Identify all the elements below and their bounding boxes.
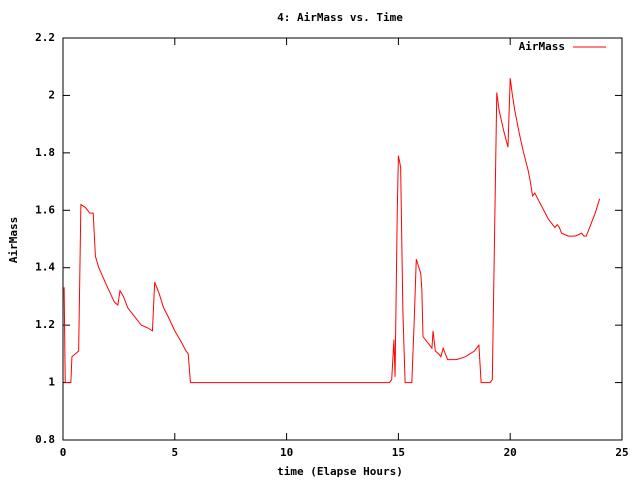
x-tick-label: 25 — [615, 446, 628, 459]
y-tick-label: 1.4 — [35, 261, 55, 274]
y-tick-label: 1 — [48, 376, 55, 389]
x-tick-label: 5 — [171, 446, 178, 459]
y-axis-label: AirMass — [7, 217, 20, 263]
x-tick-label: 15 — [392, 446, 405, 459]
x-tick-label: 20 — [504, 446, 517, 459]
y-tick-label: 2 — [48, 88, 55, 101]
y-tick-label: 2.2 — [35, 31, 55, 44]
legend-label: AirMass — [519, 40, 565, 53]
y-tick-label: 0.8 — [35, 433, 55, 446]
y-tick-label: 1.2 — [35, 318, 55, 331]
y-tick-label: 1.8 — [35, 146, 55, 159]
plot-border — [62, 37, 623, 441]
x-tick-label: 0 — [60, 446, 67, 459]
x-tick-label: 10 — [280, 446, 293, 459]
data-line — [63, 78, 601, 384]
chart-title: 4: AirMass vs. Time — [277, 11, 403, 24]
x-axis-label: time (Elapse Hours) — [277, 465, 403, 478]
y-tick-label: 1.6 — [35, 203, 55, 216]
